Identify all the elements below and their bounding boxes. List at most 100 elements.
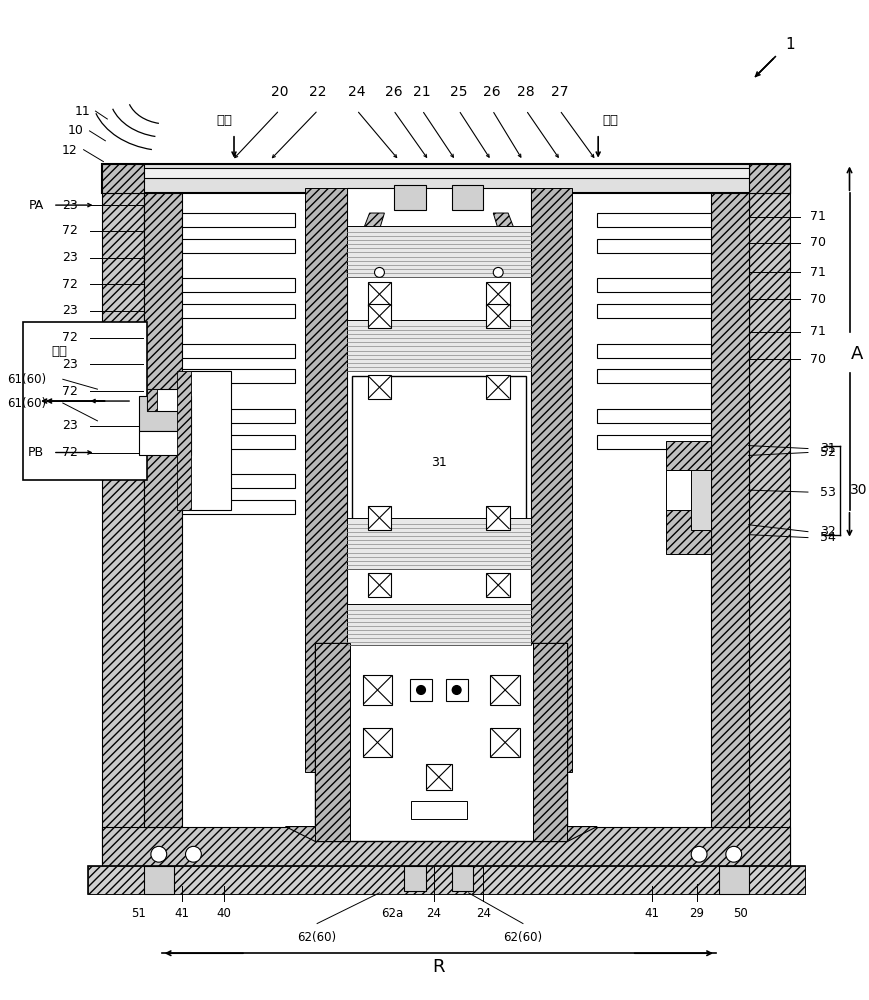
Bar [368, 282, 391, 306]
Bar [147, 389, 156, 411]
Bar [182, 239, 295, 253]
Bar [182, 435, 295, 449]
Bar [596, 213, 710, 227]
Text: 31: 31 [819, 442, 834, 455]
Bar [490, 728, 520, 757]
Text: 气体: 气体 [52, 345, 68, 358]
Text: 11: 11 [75, 105, 90, 118]
Bar [486, 375, 509, 399]
Bar [182, 213, 295, 227]
Text: 23: 23 [62, 419, 77, 432]
Bar [411, 801, 466, 819]
Text: 72: 72 [62, 446, 77, 459]
Bar [143, 168, 747, 178]
Text: 41: 41 [174, 907, 189, 920]
Circle shape [416, 686, 425, 694]
Polygon shape [493, 213, 530, 272]
Text: 70: 70 [809, 353, 825, 366]
Text: 32: 32 [819, 525, 834, 538]
Bar [139, 431, 191, 455]
Bar [103, 164, 143, 866]
Text: 23: 23 [62, 304, 77, 317]
Bar [143, 193, 182, 827]
Polygon shape [347, 213, 384, 272]
Bar [182, 369, 295, 383]
Text: 70: 70 [809, 293, 825, 306]
Text: 10: 10 [68, 124, 83, 137]
Text: 54: 54 [819, 531, 835, 544]
Text: 12: 12 [62, 144, 77, 157]
Bar [362, 675, 392, 705]
Text: 71: 71 [809, 325, 825, 338]
Text: 23: 23 [62, 199, 77, 212]
Bar [747, 164, 789, 193]
Text: 26: 26 [483, 85, 501, 99]
Text: 62(60): 62(60) [503, 931, 542, 944]
Text: 23: 23 [62, 358, 77, 371]
Text: 50: 50 [733, 907, 747, 920]
Bar [596, 435, 710, 449]
Bar [445, 679, 467, 701]
Text: PB: PB [28, 446, 44, 459]
Bar [486, 506, 509, 530]
Bar [347, 226, 530, 277]
Polygon shape [547, 827, 596, 841]
Bar [103, 827, 789, 866]
Text: 30: 30 [848, 483, 866, 497]
Bar [88, 866, 804, 894]
Text: A: A [850, 345, 863, 363]
Bar [486, 304, 509, 328]
Text: 62(60): 62(60) [297, 931, 336, 944]
Text: 28: 28 [516, 85, 534, 99]
Circle shape [690, 846, 706, 862]
Text: 24: 24 [426, 907, 441, 920]
Text: 51: 51 [131, 907, 146, 920]
Bar [666, 441, 710, 470]
Bar [596, 409, 710, 423]
Bar [404, 866, 426, 891]
Text: 71: 71 [809, 210, 825, 223]
Bar [409, 679, 431, 701]
Polygon shape [285, 827, 335, 841]
Text: 61(60): 61(60) [7, 373, 46, 386]
Bar [176, 371, 191, 510]
Bar [305, 188, 347, 772]
Text: 22: 22 [309, 85, 327, 99]
Bar [486, 573, 509, 597]
Bar [596, 304, 710, 318]
Bar [451, 185, 483, 210]
Bar [103, 164, 789, 193]
Text: 53: 53 [819, 486, 835, 499]
Bar [596, 344, 710, 358]
Bar [710, 193, 747, 827]
Bar [451, 866, 473, 891]
Bar [182, 344, 295, 358]
Text: 29: 29 [689, 907, 704, 920]
Text: 72: 72 [62, 331, 77, 344]
Text: 气体: 气体 [601, 114, 617, 127]
Text: 61(60): 61(60) [7, 397, 46, 410]
Text: 1: 1 [785, 37, 794, 52]
Bar [351, 376, 526, 549]
Bar [315, 643, 567, 841]
Bar [486, 282, 509, 306]
Bar [426, 764, 451, 790]
Text: 62a: 62a [381, 907, 403, 920]
Text: 31: 31 [430, 456, 446, 469]
Bar [103, 164, 143, 193]
Text: R: R [432, 958, 445, 976]
Text: 24: 24 [348, 85, 365, 99]
Bar [596, 369, 710, 383]
Bar [315, 643, 349, 841]
Circle shape [452, 686, 461, 694]
Bar [182, 278, 295, 292]
Bar [182, 304, 295, 318]
Bar [368, 506, 391, 530]
Text: 41: 41 [643, 907, 659, 920]
Circle shape [150, 846, 167, 862]
Bar [347, 518, 530, 569]
Bar [143, 866, 174, 894]
Bar [666, 470, 710, 510]
Bar [596, 278, 710, 292]
Bar [347, 188, 530, 772]
